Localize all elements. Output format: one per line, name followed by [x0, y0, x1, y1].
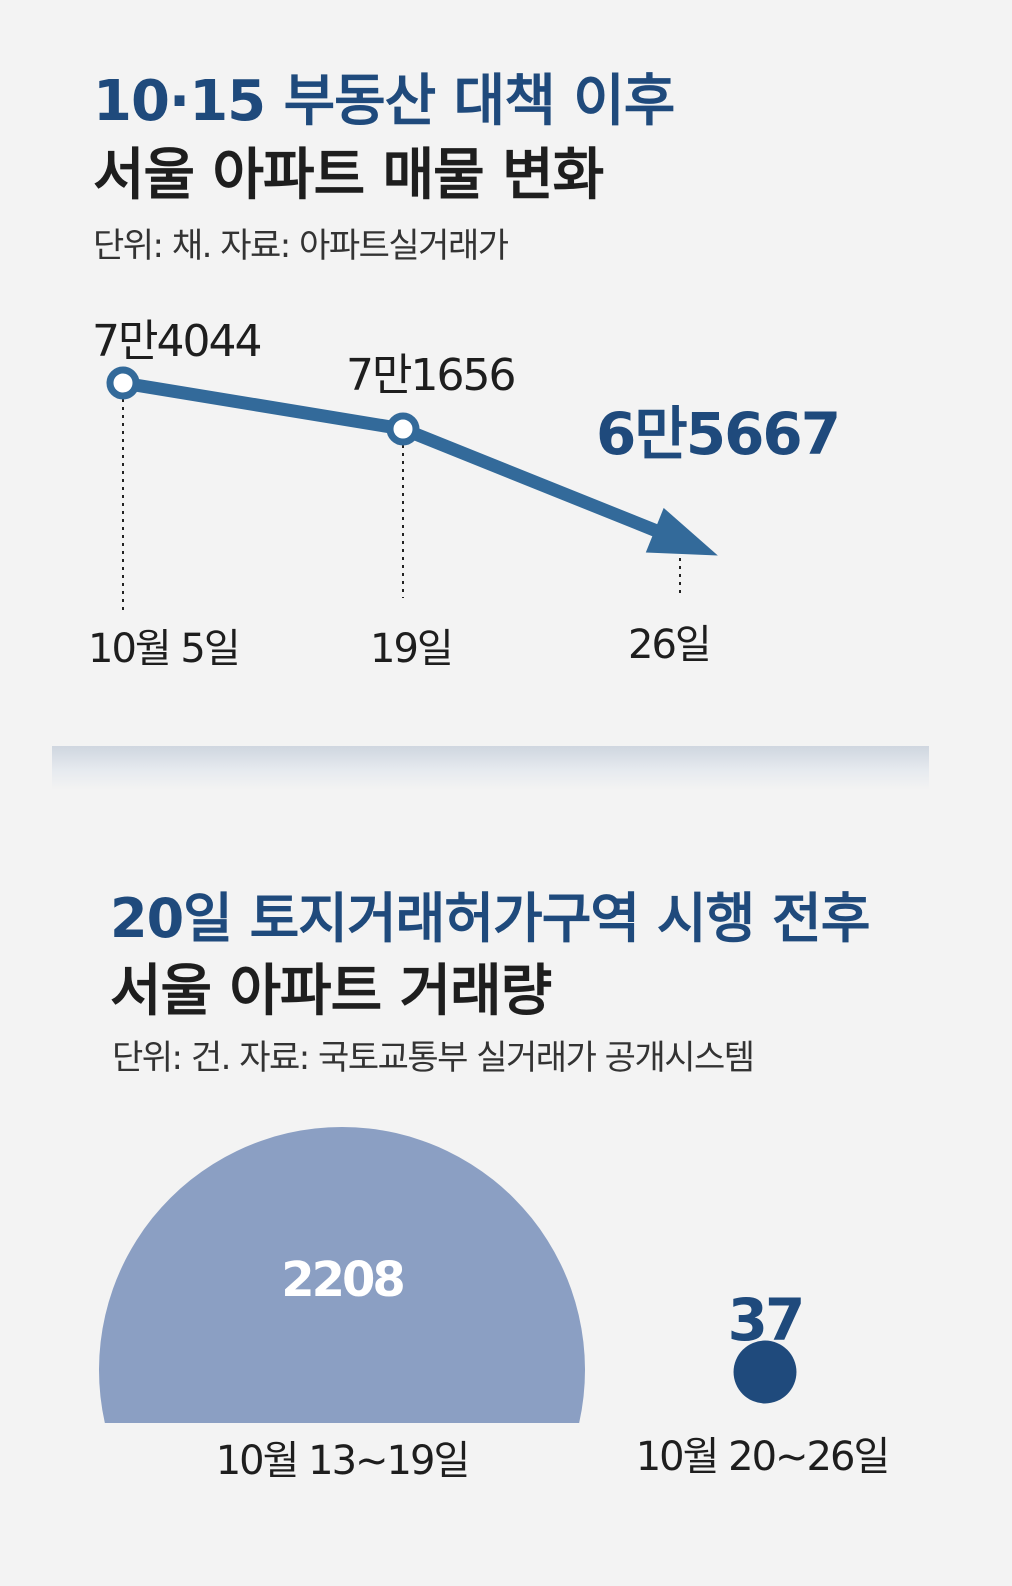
value-label-3: 6만5667: [596, 400, 839, 468]
volume-chart: 2208 37 10월 13~19일 10월 20~26일: [98, 1126, 890, 1484]
chart2-subtitle: 서울 아파트 거래량: [110, 959, 552, 1024]
section-divider: [52, 746, 929, 790]
x-tick-label-3: 26일: [628, 622, 710, 668]
category-label-2: 10월 20~26일: [636, 1434, 889, 1480]
arrowhead: [645, 507, 718, 556]
category-label-1: 10월 13~19일: [216, 1438, 469, 1484]
chart1-unit-note: 단위: 채. 자료: 아파트실거래가: [93, 226, 509, 266]
value-label-1: 7만4044: [92, 316, 260, 367]
x-tick-label-2: 19일: [370, 626, 452, 672]
listing-change-panel: 10·15 부동산 대책 이후 서울 아파트 매물 변화 단위: 채. 자료: …: [0, 0, 1012, 760]
chart1-title: 10·15 부동산 대책 이후: [93, 69, 675, 134]
volume-shape-1: [98, 1126, 585, 1423]
series-line: [121, 376, 661, 538]
value-label-2: 37: [728, 1286, 803, 1354]
chart2-unit-note: 단위: 건. 자료: 국토교통부 실거래가 공개시스템: [112, 1038, 755, 1078]
volume-shape-2: [733, 1340, 797, 1404]
line-chart: 7만4044 7만1656 6만5667 10월 5일 19일 26일: [88, 316, 841, 672]
chart2-title: 20일 토지거래허가구역 시행 전후: [110, 887, 870, 950]
data-point-2: [386, 412, 420, 446]
chart1-subtitle: 서울 아파트 매물 변화: [93, 143, 604, 208]
value-label-1: 2208: [281, 1252, 403, 1308]
transaction-volume-panel: 20일 토지거래허가구역 시행 전후 서울 아파트 거래량 단위: 건. 자료:…: [0, 760, 1012, 1586]
x-tick-label-1: 10월 5일: [88, 626, 239, 672]
data-point-1: [106, 366, 140, 400]
value-label-2: 7만1656: [346, 350, 514, 401]
